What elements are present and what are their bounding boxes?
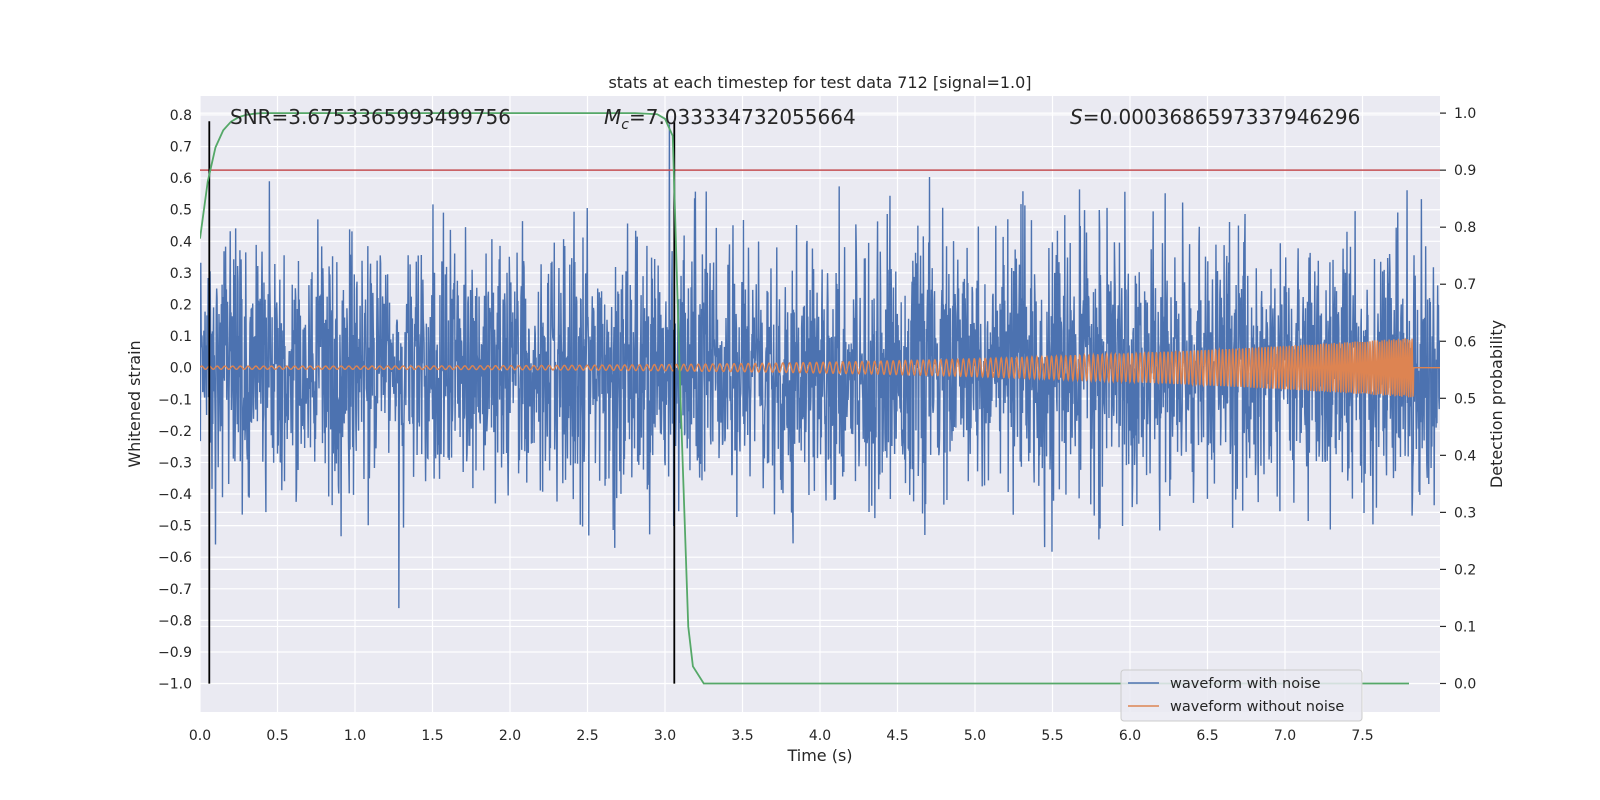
chirp-mass-subscript: c xyxy=(621,117,629,133)
legend-label-clean: waveform without noise xyxy=(1170,699,1344,715)
y-right-tick-label: 0.6 xyxy=(1454,334,1476,350)
x-tick-label: 6.0 xyxy=(1119,728,1141,744)
x-tick-label: 0.5 xyxy=(266,728,288,744)
x-tick-label: 3.5 xyxy=(731,728,753,744)
y-tick-label: −1.0 xyxy=(158,677,192,693)
y-right-tick-label: 0.8 xyxy=(1454,220,1476,236)
y-tick-label: −0.3 xyxy=(158,455,192,471)
y-tick-label: −0.5 xyxy=(158,519,192,535)
x-tick-label: 3.0 xyxy=(654,728,676,744)
y-tick-label: 0.7 xyxy=(170,140,192,156)
x-tick-label: 4.5 xyxy=(886,728,908,744)
x-tick-label: 1.5 xyxy=(421,728,443,744)
y-tick-label: 0.0 xyxy=(170,361,192,377)
y-tick-label: −0.4 xyxy=(158,487,192,503)
x-tick-label: 7.0 xyxy=(1274,728,1296,744)
y-tick-label: 0.6 xyxy=(170,171,192,187)
y-right-tick-label: 0.3 xyxy=(1454,505,1476,521)
x-axis-ticks: 0.0 0.5 1.0 1.5 2.0 2.5 3.0 3.5 4.0 4.5 5.0 5.5 6.0 6… xyxy=(189,728,1374,744)
x-tick-label: 5.0 xyxy=(964,728,986,744)
chirp-mass-annotation: Mc=7.033334732055664 xyxy=(604,105,856,133)
y-right-tick-label: 0.7 xyxy=(1454,277,1476,293)
y-right-tick-label: 0.4 xyxy=(1454,448,1476,464)
x-tick-label: 6.5 xyxy=(1196,728,1218,744)
chirp-mass-value: =7.033334732055664 xyxy=(629,105,856,129)
legend: waveform with noise waveform without noi… xyxy=(1120,669,1363,722)
x-tick-label: 5.5 xyxy=(1041,728,1063,744)
snr-annotation: SNR=3.6753365993499756 xyxy=(230,105,511,129)
y-axis-right-ticks: 1.0 0.9 0.8 0.7 0.6 0.5 0.4 0.3 0.2 0.1 0.0 xyxy=(1440,106,1476,692)
y-tick-label: −0.8 xyxy=(158,613,192,629)
x-axis-label: Time (s) xyxy=(786,746,852,765)
y-tick-label: −0.9 xyxy=(158,645,192,661)
y-tick-label: −0.1 xyxy=(158,392,192,408)
y-right-tick-label: 0.2 xyxy=(1454,562,1476,578)
y-axis-label: Whitened strain xyxy=(125,340,144,467)
x-tick-label: 0.0 xyxy=(189,728,211,744)
y-tick-label: 0.2 xyxy=(170,297,192,313)
legend-label-noise: waveform with noise xyxy=(1170,676,1321,692)
series-detection-probability xyxy=(200,112,1409,685)
y-right-tick-label: 0.9 xyxy=(1454,163,1476,179)
x-tick-label: 2.0 xyxy=(499,728,521,744)
x-tick-label: 2.5 xyxy=(576,728,598,744)
y-axis-ticks: 0.8 0.7 0.6 0.5 0.4 0.3 0.2 0.1 0.0 −0.1 −0.2 −0.3 −… xyxy=(158,108,192,693)
y-tick-label: 0.8 xyxy=(170,108,192,124)
y-tick-label: 0.4 xyxy=(170,234,192,250)
x-tick-label: 7.5 xyxy=(1351,728,1373,744)
y-tick-label: −0.6 xyxy=(158,550,192,566)
y-right-tick-label: 0.5 xyxy=(1454,391,1476,407)
s-annotation: S=0.0003686597337946296 xyxy=(1070,105,1360,129)
y-right-tick-label: 0.1 xyxy=(1454,619,1476,635)
y-tick-label: 0.5 xyxy=(170,203,192,219)
series-waveform-without-noise xyxy=(200,338,1440,398)
y-tick-label: −0.2 xyxy=(158,424,192,440)
x-tick-label: 1.0 xyxy=(344,728,366,744)
y-tick-label: 0.1 xyxy=(170,329,192,345)
legend-box xyxy=(1120,669,1363,722)
chart-title: stats at each timestep for test data 712… xyxy=(608,73,1031,92)
s-value: =0.0003686597337946296 xyxy=(1083,105,1361,129)
y-right-tick-label: 0.0 xyxy=(1454,676,1476,692)
y-right-tick-label: 1.0 xyxy=(1454,106,1476,122)
y-axis-right-label: Detection probability xyxy=(1487,320,1506,488)
chirp-mass-symbol: M xyxy=(604,105,621,129)
x-tick-label: 4.0 xyxy=(809,728,831,744)
s-symbol: S xyxy=(1070,105,1083,129)
y-tick-label: 0.3 xyxy=(170,266,192,282)
y-tick-label: −0.7 xyxy=(158,582,192,598)
